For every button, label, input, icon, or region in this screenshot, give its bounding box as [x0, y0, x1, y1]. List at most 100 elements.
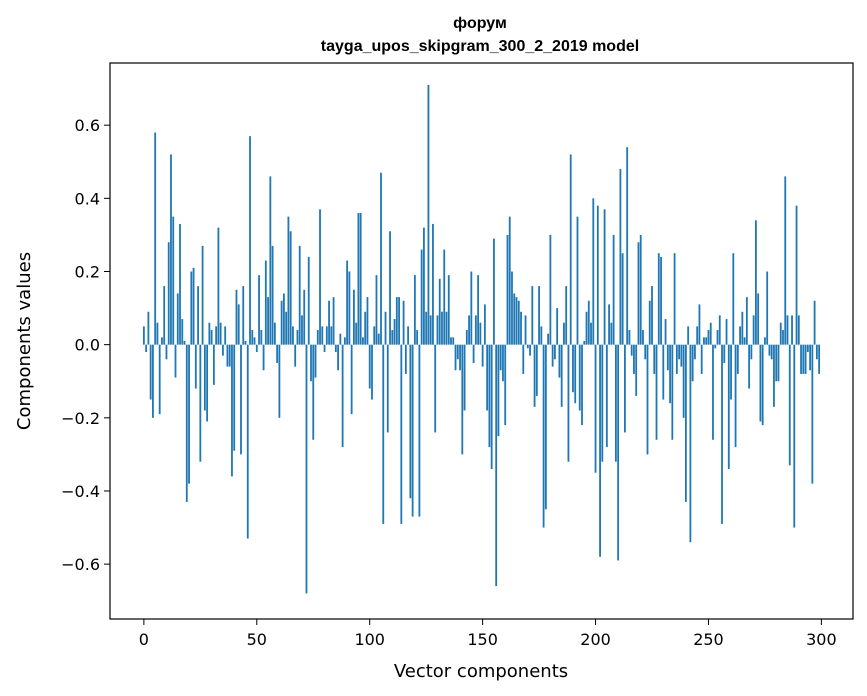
- bar: [513, 293, 516, 345]
- bar: [337, 344, 339, 371]
- bar: [348, 271, 351, 345]
- bar: [531, 286, 534, 345]
- bar: [434, 344, 437, 433]
- bar: [303, 289, 306, 345]
- bar: [301, 315, 303, 345]
- bar: [429, 315, 432, 345]
- bar: [542, 344, 545, 528]
- bar: [199, 344, 202, 462]
- bar: [398, 297, 400, 345]
- bar: [815, 344, 818, 360]
- bar: [806, 344, 809, 352]
- bar: [499, 344, 502, 371]
- bar: [147, 311, 150, 345]
- bar: [628, 330, 631, 345]
- bar: [486, 344, 489, 411]
- bar: [653, 344, 656, 374]
- bar: [495, 344, 498, 587]
- bar: [581, 344, 583, 426]
- bar: [576, 216, 579, 345]
- bar: [362, 337, 364, 345]
- bar: [258, 275, 260, 345]
- bar: [463, 344, 466, 411]
- bar: [334, 344, 337, 352]
- bar: [508, 216, 511, 345]
- bar: [610, 322, 613, 345]
- y-tick-label: 0.2: [75, 263, 100, 282]
- bar: [770, 344, 773, 360]
- bar: [651, 286, 653, 345]
- bar: [614, 344, 617, 462]
- bar: [517, 300, 520, 345]
- bar: [384, 311, 387, 345]
- bar: [402, 300, 405, 345]
- bar: [355, 322, 358, 345]
- bar: [343, 337, 346, 345]
- bar: [551, 344, 554, 367]
- bar: [662, 344, 665, 400]
- bar: [386, 344, 389, 433]
- bar: [294, 344, 297, 367]
- bar: [165, 344, 168, 360]
- bar: [585, 311, 588, 345]
- bar: [190, 271, 193, 345]
- bar: [578, 344, 581, 411]
- bar: [167, 242, 170, 345]
- y-tick-label: 0.6: [75, 116, 100, 135]
- bar: [637, 242, 640, 345]
- plot-frame: [109, 62, 854, 620]
- bar: [418, 344, 421, 517]
- bar: [468, 315, 470, 345]
- bar: [696, 326, 699, 345]
- bar: [734, 344, 737, 448]
- bar: [657, 253, 660, 345]
- bar: [795, 205, 798, 345]
- bar: [775, 344, 778, 382]
- bar: [373, 326, 376, 345]
- bar: [592, 198, 595, 345]
- bar: [217, 227, 220, 345]
- bar: [273, 322, 276, 345]
- bar: [709, 322, 712, 345]
- bar: [176, 293, 179, 345]
- bar: [407, 326, 410, 345]
- bar: [804, 344, 807, 374]
- bar: [319, 209, 321, 345]
- bar: [242, 286, 245, 345]
- bar: [682, 344, 685, 418]
- bar: [341, 344, 344, 448]
- bar: [766, 271, 769, 345]
- bar: [328, 300, 330, 345]
- bar: [811, 344, 814, 484]
- bar: [705, 337, 708, 345]
- bar: [761, 344, 764, 426]
- bar: [524, 315, 527, 345]
- bar: [698, 304, 701, 345]
- x-tick-label: 200: [580, 630, 611, 649]
- bar: [174, 344, 177, 378]
- bar: [450, 337, 452, 345]
- bar: [741, 311, 744, 345]
- bar: [226, 344, 229, 367]
- bar: [305, 344, 308, 594]
- bar: [364, 311, 367, 345]
- bar: [506, 234, 509, 345]
- x-tick-label: 0: [139, 630, 149, 649]
- bar: [490, 344, 493, 470]
- bar: [145, 344, 148, 352]
- bar: [694, 344, 696, 360]
- bar: [409, 344, 412, 499]
- bar: [292, 326, 294, 345]
- bar: [280, 300, 283, 345]
- y-axis-label: Components values: [14, 252, 35, 430]
- bar: [375, 275, 378, 345]
- bar: [797, 315, 800, 345]
- bar: [639, 234, 642, 345]
- bar: [723, 344, 726, 363]
- x-axis-label: Vector components: [394, 661, 568, 682]
- bar: [522, 344, 525, 374]
- bar: [660, 256, 662, 345]
- bar: [353, 289, 355, 345]
- bar: [691, 344, 694, 382]
- bar: [497, 344, 500, 437]
